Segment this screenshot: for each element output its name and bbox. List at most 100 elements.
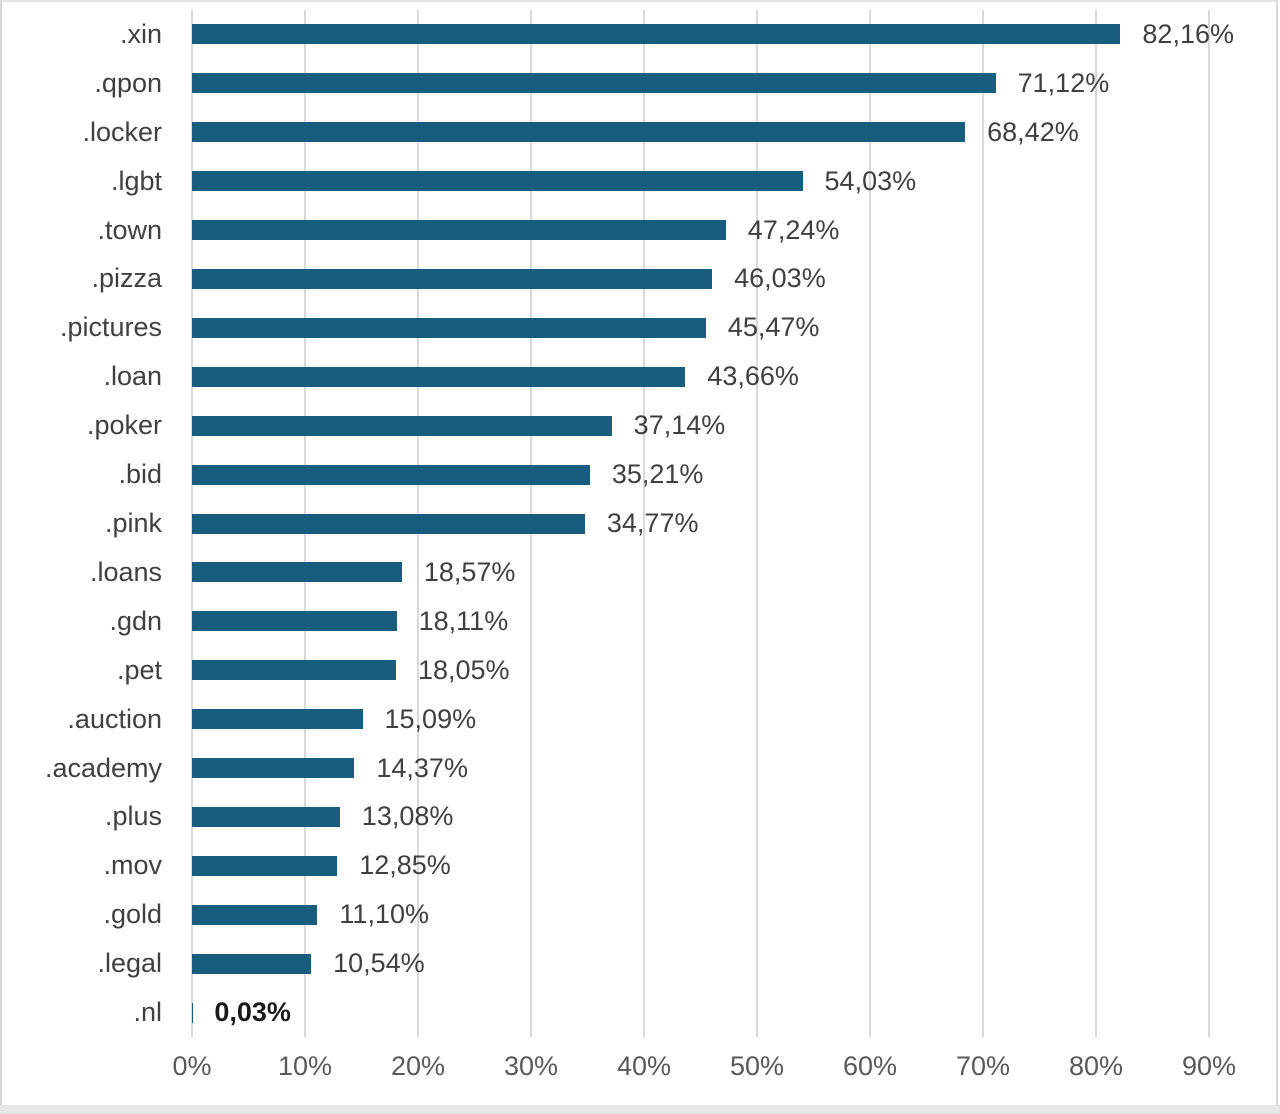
value-label: 45,47% [727, 312, 820, 343]
bar-row: .gold 11,10% [2, 890, 1280, 939]
bar-row: .lgbt 54,03% [2, 157, 1280, 206]
bar [192, 220, 726, 241]
bar [192, 709, 363, 730]
gridline [1208, 10, 1210, 1037]
bar-row: .academy 14,37% [2, 744, 1280, 793]
gridline [1095, 10, 1097, 1037]
bar [192, 660, 396, 681]
category-label: .pink [104, 508, 162, 539]
bar [192, 415, 612, 436]
category-label: .poker [86, 410, 162, 441]
value-label: 68,42% [987, 116, 1079, 147]
x-axis-tick-label: 80% [1068, 1051, 1124, 1081]
category-label: .auction [67, 703, 162, 734]
bar [192, 317, 706, 338]
bar-row: .gdn 18,11% [2, 597, 1280, 646]
value-label: 15,09% [384, 703, 477, 734]
category-label: .loans [89, 556, 162, 587]
bar-row: .auction 15,09% [2, 695, 1280, 744]
bar-row: .qpon 71,12% [2, 59, 1280, 108]
bar [192, 24, 1121, 45]
x-axis-tick-label: 60% [842, 1051, 898, 1081]
bar-row: .nl 0,03% [2, 988, 1280, 1037]
bar-row: .pet 18,05% [2, 646, 1280, 695]
value-label: 34,77% [606, 508, 699, 539]
x-axis-tick-label: 10% [277, 1051, 333, 1081]
value-label: 37,14% [633, 410, 726, 441]
value-label: 71,12% [1017, 67, 1110, 98]
x-axis-tick-label: 50% [729, 1051, 785, 1081]
x-axis-tick-label: 20% [390, 1051, 446, 1081]
category-label: .gdn [109, 605, 162, 636]
value-label: 46,03% [734, 263, 826, 294]
value-label: 11,10% [339, 899, 429, 930]
x-axis: 0% 10% 20% 30% 40% 50% 60% 70% 80% 90% [172, 1037, 1236, 1097]
gridline [869, 10, 871, 1037]
category-label: .plus [104, 801, 162, 832]
value-label: 18,05% [417, 654, 510, 685]
bar [192, 562, 402, 583]
bar [192, 806, 340, 827]
value-label: 18,11% [418, 605, 509, 636]
category-label: .bid [118, 459, 162, 490]
bar-row: .pizza 46,03% [2, 255, 1280, 304]
bar-row: .plus 13,08% [2, 793, 1280, 842]
bar [192, 758, 355, 779]
bar-row: .town 47,24% [2, 206, 1280, 255]
bottom-strip [0, 1105, 1280, 1114]
bar-row: .mov 12,85% [2, 841, 1280, 890]
bar-row: .pink 34,77% [2, 499, 1280, 548]
category-label: .pizza [91, 263, 162, 294]
category-label: .lgbt [110, 165, 162, 196]
bar-row: .poker 37,14% [2, 401, 1280, 450]
bar [192, 268, 713, 289]
value-label: 47,24% [747, 214, 840, 245]
bar [192, 171, 803, 192]
category-label: .loan [103, 361, 162, 392]
bar-rows-container: .xin 82,16% .qpon 71,12% .locker 68,42% .lgbt 5… [2, 10, 1280, 1037]
bar [192, 953, 312, 974]
bar [192, 513, 585, 534]
bar [192, 122, 966, 143]
bar-row: .bid 35,21% [2, 450, 1280, 499]
value-label: 0,03% [214, 997, 291, 1028]
category-label: .gold [103, 899, 162, 930]
category-label: .legal [97, 948, 162, 979]
bar [192, 904, 318, 925]
bar [192, 464, 590, 485]
bar [192, 855, 338, 876]
x-axis-tick-label: 40% [616, 1051, 672, 1081]
gridline [756, 10, 758, 1037]
value-label: 13,08% [361, 801, 454, 832]
gridline [643, 10, 645, 1037]
bar-row: .loans 18,57% [2, 548, 1280, 597]
category-label: .locker [82, 116, 162, 147]
value-label: 35,21% [611, 459, 704, 490]
bar [192, 366, 686, 387]
category-label: .academy [44, 752, 162, 783]
x-axis-tick-label: 70% [955, 1051, 1011, 1081]
x-axis-tick-label: 90% [1181, 1051, 1237, 1081]
category-label: .mov [103, 850, 162, 881]
bar-row: .pictures 45,47% [2, 303, 1280, 352]
bar [192, 73, 996, 94]
category-label: .qpon [94, 67, 162, 98]
x-axis-tick-label: 0% [172, 1051, 212, 1081]
value-label: 82,16% [1142, 18, 1234, 49]
category-label: .pet [116, 654, 162, 685]
value-label: 10,54% [333, 948, 425, 979]
category-label: .pictures [59, 312, 162, 343]
category-label: .xin [119, 18, 162, 49]
category-label: .nl [133, 997, 162, 1028]
value-label: 14,37% [376, 752, 468, 783]
bar-row: .loan 43,66% [2, 352, 1280, 401]
x-axis-tick-label: 30% [503, 1051, 559, 1081]
bar-row: .legal 10,54% [2, 939, 1280, 988]
bar [192, 611, 397, 632]
category-label: .town [97, 214, 162, 245]
value-label: 43,66% [707, 361, 799, 392]
bar-row: .xin 82,16% [2, 10, 1280, 59]
gridline [982, 10, 984, 1037]
